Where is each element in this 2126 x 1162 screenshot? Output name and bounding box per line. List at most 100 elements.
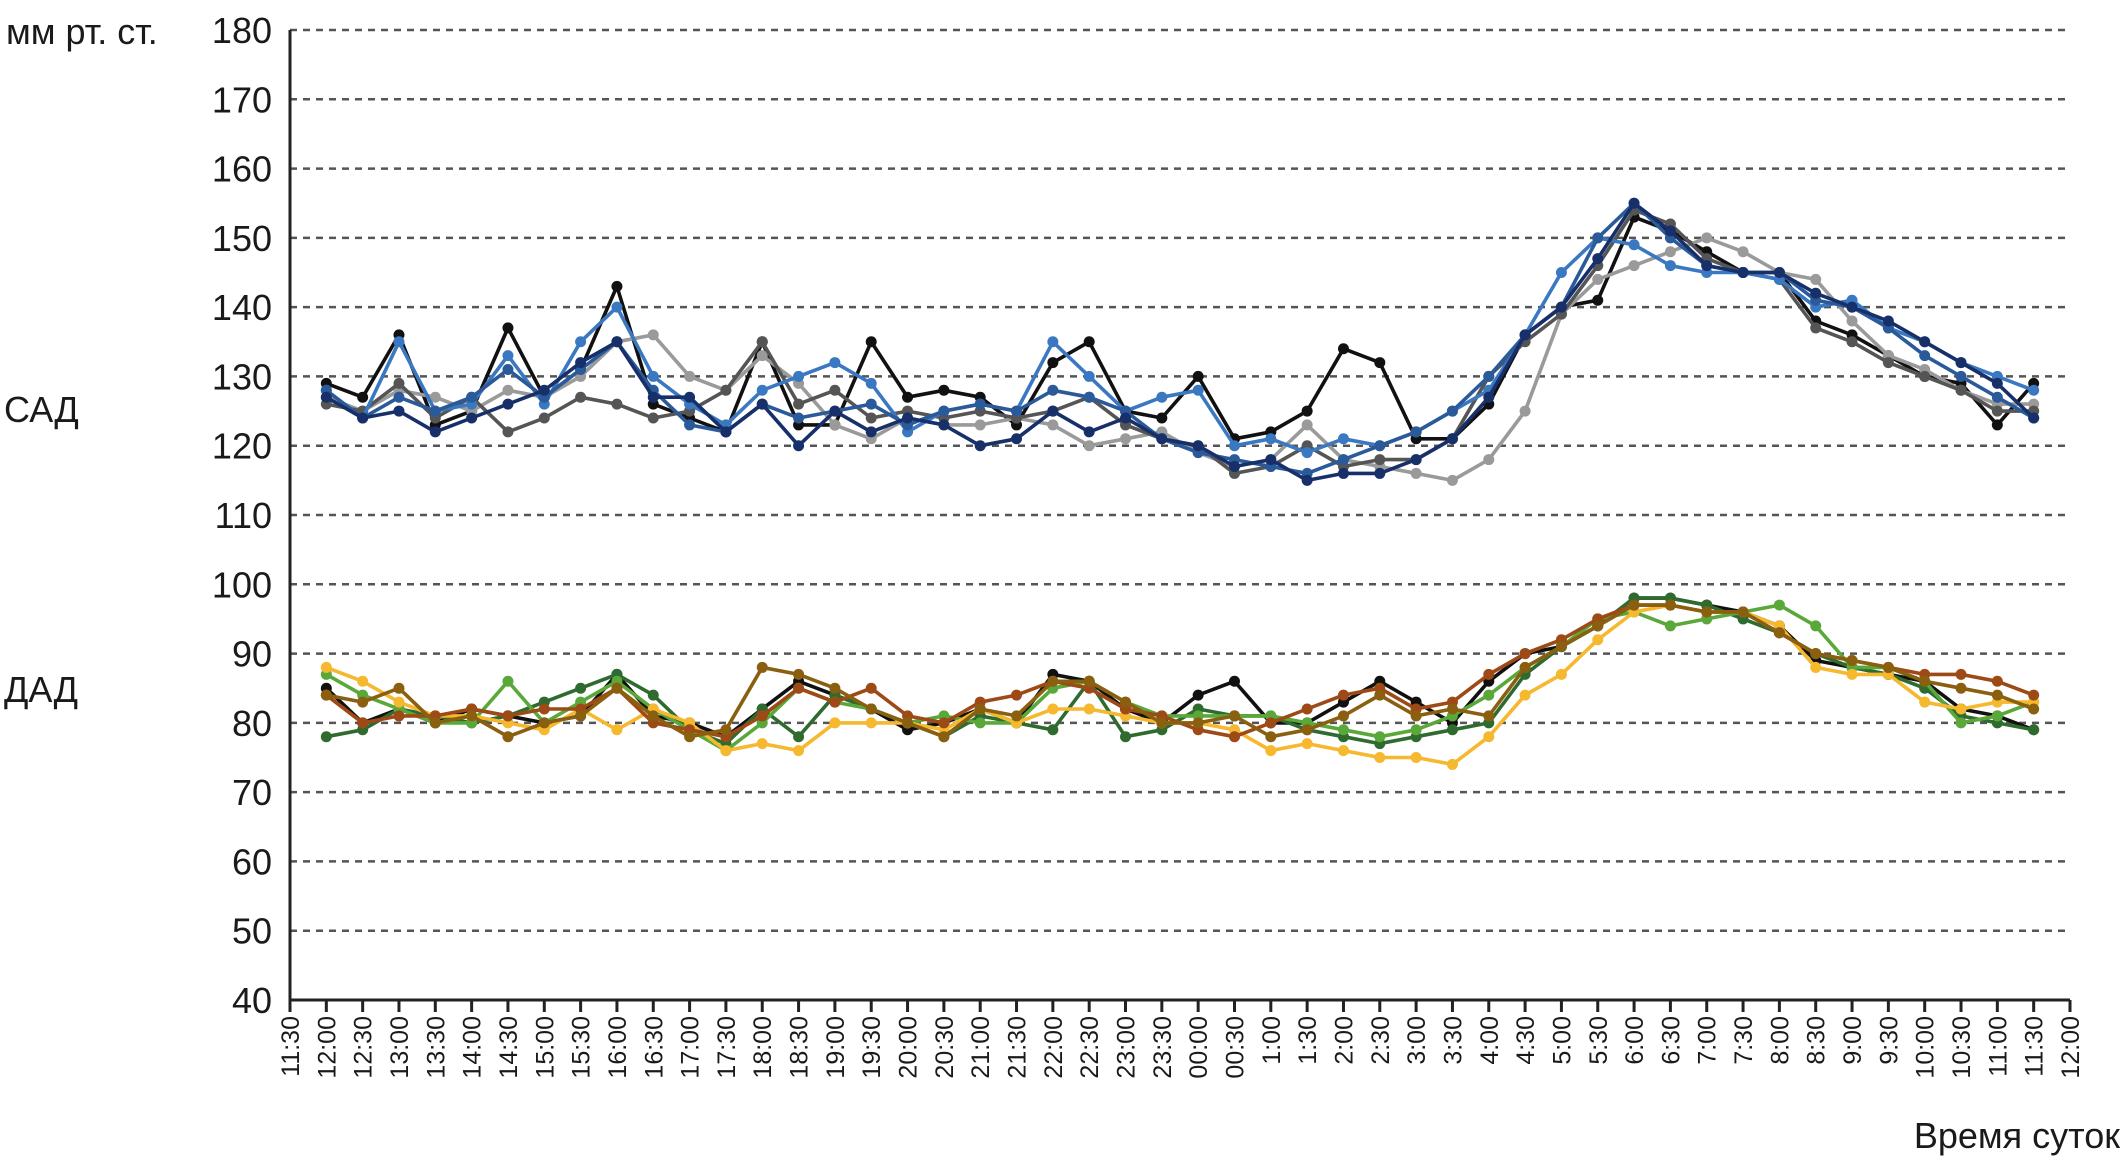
data-point	[1991, 419, 2003, 431]
data-point	[1265, 454, 1277, 466]
data-point	[1555, 267, 1567, 278]
x-tick-label: 11:30	[2021, 1016, 2049, 1077]
data-point	[684, 370, 696, 382]
data-point	[1047, 724, 1059, 736]
data-point	[1555, 641, 1567, 653]
data-point	[1120, 696, 1132, 708]
x-tick-label: 22:30	[1076, 1016, 1104, 1079]
data-point	[865, 336, 877, 348]
sad-group-label: САД	[4, 389, 79, 430]
y-axis-label: мм рт. ст.	[6, 11, 158, 52]
data-point	[466, 391, 478, 403]
x-tick-label: 2:30	[1367, 1016, 1395, 1065]
x-tick-label: 4:30	[1512, 1016, 1540, 1065]
data-point	[1228, 675, 1240, 687]
data-point	[611, 682, 623, 694]
data-point	[1410, 724, 1422, 736]
data-point	[1446, 758, 1458, 770]
data-point	[1483, 710, 1495, 722]
data-point	[1374, 731, 1386, 743]
data-point	[974, 717, 986, 729]
data-point	[538, 717, 550, 729]
data-point	[1592, 620, 1604, 632]
x-tick-label: 14:30	[495, 1016, 523, 1079]
data-point	[1337, 745, 1349, 757]
x-tick-label: 22:00	[1040, 1016, 1068, 1079]
data-point	[1592, 634, 1604, 646]
data-point	[1664, 260, 1676, 272]
data-point	[865, 717, 877, 729]
data-point	[793, 668, 805, 680]
series-line	[325, 603, 2035, 753]
data-point	[1047, 336, 1059, 348]
x-tick-label: 00:00	[1185, 1016, 1213, 1079]
data-point	[829, 357, 841, 369]
data-point	[865, 412, 877, 424]
data-point	[357, 391, 369, 403]
data-point	[611, 336, 623, 348]
data-point	[1664, 225, 1676, 237]
data-point	[1991, 710, 2003, 722]
x-tick-label: 20:30	[931, 1016, 959, 1079]
data-point	[1446, 703, 1458, 715]
data-point	[974, 703, 986, 715]
data-point	[1446, 433, 1458, 445]
data-point	[393, 377, 405, 389]
x-tick-label: 18:00	[749, 1016, 777, 1079]
x-tick-label: 17:00	[677, 1016, 705, 1079]
data-point	[1919, 336, 1931, 348]
y-tick-label: 120	[212, 426, 272, 467]
data-point	[1337, 433, 1349, 445]
data-point	[1374, 440, 1386, 452]
data-point	[1519, 329, 1531, 341]
data-point	[2028, 412, 2040, 424]
x-tick-label: 13:00	[386, 1016, 414, 1079]
data-point	[1265, 745, 1277, 757]
data-point	[1446, 724, 1458, 736]
data-point	[1374, 357, 1386, 369]
data-point	[1483, 454, 1495, 466]
y-tick-label: 170	[212, 79, 272, 120]
data-point	[429, 426, 441, 438]
data-point	[575, 710, 587, 722]
x-tick-label: 15:00	[531, 1016, 559, 1079]
data-point	[1555, 668, 1567, 680]
x-tick-label: 6:30	[1657, 1016, 1685, 1065]
data-point	[865, 377, 877, 389]
data-point	[793, 412, 805, 424]
data-point	[393, 336, 405, 348]
x-tick-label: 8:00	[1766, 1016, 1794, 1065]
data-point	[938, 405, 950, 417]
x-tick-label: 19:30	[858, 1016, 886, 1079]
data-point	[393, 682, 405, 694]
data-point	[647, 391, 659, 403]
x-axis-label: Время суток	[1914, 1115, 2120, 1156]
data-point	[1664, 599, 1676, 611]
y-tick-label: 40	[232, 980, 272, 1021]
data-point	[538, 703, 550, 715]
x-tick-label: 7:00	[1694, 1016, 1722, 1065]
data-point	[829, 682, 841, 694]
data-point	[1773, 627, 1785, 639]
x-tick-label: 21:00	[967, 1016, 995, 1079]
data-point	[793, 370, 805, 382]
data-point	[320, 689, 332, 701]
data-point	[1483, 731, 1495, 743]
data-point	[1846, 301, 1858, 313]
x-tick-label: 5:30	[1585, 1016, 1613, 1065]
data-point	[1846, 655, 1858, 666]
data-point	[2028, 384, 2040, 396]
x-tick-label: 3:30	[1439, 1016, 1467, 1065]
y-tick-label: 110	[215, 495, 272, 536]
data-point	[393, 696, 405, 708]
data-point	[538, 384, 550, 396]
data-point	[1846, 668, 1858, 680]
data-point	[1192, 370, 1204, 382]
data-point	[1592, 273, 1604, 285]
x-tick-label: 11:00	[1984, 1016, 2012, 1077]
data-point	[1955, 384, 1967, 396]
data-point	[1991, 689, 2003, 701]
series-line	[325, 215, 2036, 441]
data-point	[429, 405, 441, 417]
x-tick-label: 6:00	[1621, 1016, 1649, 1065]
